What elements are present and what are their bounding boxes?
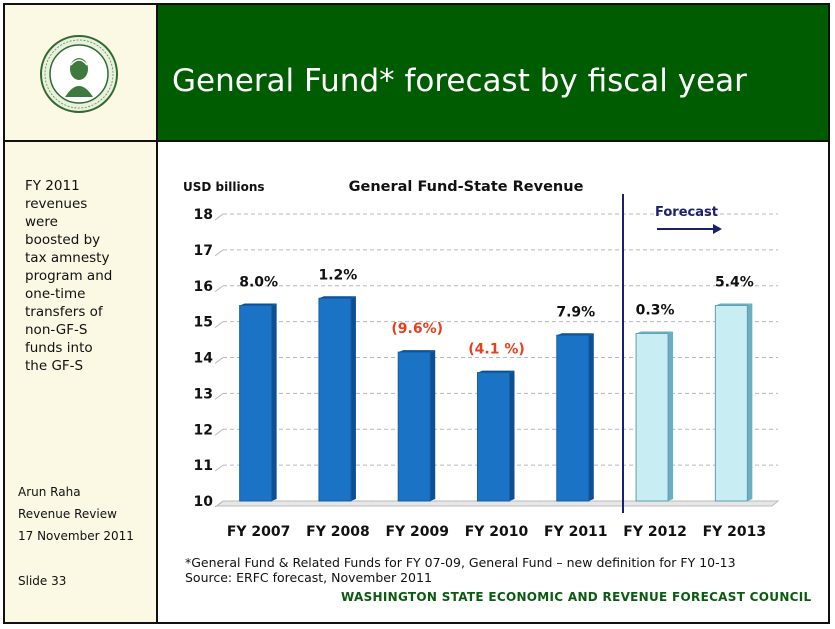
data-label: (9.6%) [391,321,443,337]
y-tick-label: 18 [194,207,213,223]
gridline-depth [214,464,224,472]
x-tick-label: FY 2011 [544,524,608,540]
bar [477,372,510,502]
bar-side [747,303,753,501]
bar [318,297,352,502]
bar-top [398,350,436,353]
note-line: tax amnesty [25,250,110,266]
sidebar: FY 2011 revenues were boosted by tax amn… [5,142,158,622]
seal-panel [5,5,158,142]
bar [714,304,748,502]
presentation-date: 17 November 2011 [18,529,134,543]
bar-side [588,333,594,501]
page-title: General Fund* forecast by fiscal year [172,63,747,99]
header-bar: General Fund* forecast by fiscal year [158,5,828,142]
note-line: FY 2011 [25,178,80,194]
x-tick-label: FY 2012 [623,524,687,540]
gridline-depth [214,321,224,329]
note-line: program and [25,268,113,284]
note-line: non-GF-S [25,322,88,338]
bar-side [430,350,436,501]
bar [635,332,669,502]
note-line: the GF-S [25,358,84,374]
bar-side [271,303,277,501]
data-label: 7.9% [556,304,595,320]
bar [556,334,590,502]
author-name: Arun Raha [18,485,81,499]
note-line: were [25,214,58,230]
bar-side [350,296,356,501]
gridline-depth [214,428,224,436]
forecast-annotation: Forecast [655,205,718,220]
bar [397,351,431,502]
revenue-chart: 10 11 12 13 14 15 16 17 18 USD billions General Fu… [183,179,780,540]
data-label: 5.4% [715,274,754,290]
y-tick-label: 14 [194,351,214,367]
gridline-depth [214,285,224,293]
gridline-depth [214,357,224,364]
data-label: 8.0% [239,274,278,290]
x-tick-label: FY 2007 [227,524,291,540]
slide-frame: General Fund* forecast by fiscal year FY… [3,3,830,624]
x-tick-label: FY 2009 [385,524,449,540]
gridline-depth [214,249,224,257]
chart-title: General Fund-State Revenue [349,179,584,195]
data-label: (4.1 %) [468,342,525,358]
bar [239,304,273,502]
gridline-depth [214,213,224,221]
note-line: revenues [25,196,88,212]
author-block: Arun Raha Revenue Review 17 November 201… [18,481,134,547]
note-line: transfers of [25,304,103,320]
y-tick-label: 17 [194,243,213,259]
note-line: one-time [25,286,86,302]
state-seal-logo [40,35,118,113]
bar-top [318,296,356,299]
slide-number: Slide 33 [18,574,67,588]
data-label: 0.3% [636,302,675,318]
y-tick-label: 16 [194,279,213,295]
y-tick-label: 11 [194,458,213,474]
source-line: Source: ERFC forecast, November 2011 [185,570,432,585]
x-tick-label: FY 2013 [703,524,767,540]
bar-side [668,331,674,501]
sidebar-note: FY 2011 revenues were boosted by tax amn… [25,177,137,375]
y-tick-label: 10 [194,494,214,510]
gridline-depth [214,392,224,400]
x-tick-label: FY 2008 [306,524,370,540]
y-tick-label: 13 [194,386,213,402]
footnote-line: *General Fund & Related Funds for FY 07-… [185,555,736,570]
presentation-name: Revenue Review [18,507,117,521]
note-line: boosted by [25,232,101,248]
gridline-depth [214,500,224,508]
data-label: 1.2% [319,267,358,283]
x-tick-label: FY 2010 [465,524,529,540]
note-line: funds into [25,340,93,356]
bar-side [509,370,515,501]
y-tick-label: 12 [194,422,213,438]
footnote: *General Fund & Related Funds for FY 07-… [185,555,736,585]
y-axis-label: USD billions [183,180,265,194]
chart-floor [215,500,780,507]
council-name: WASHINGTON STATE ECONOMIC AND REVENUE FO… [341,590,812,604]
y-tick-label: 15 [194,315,213,331]
forecast-arrow-icon [713,224,722,234]
